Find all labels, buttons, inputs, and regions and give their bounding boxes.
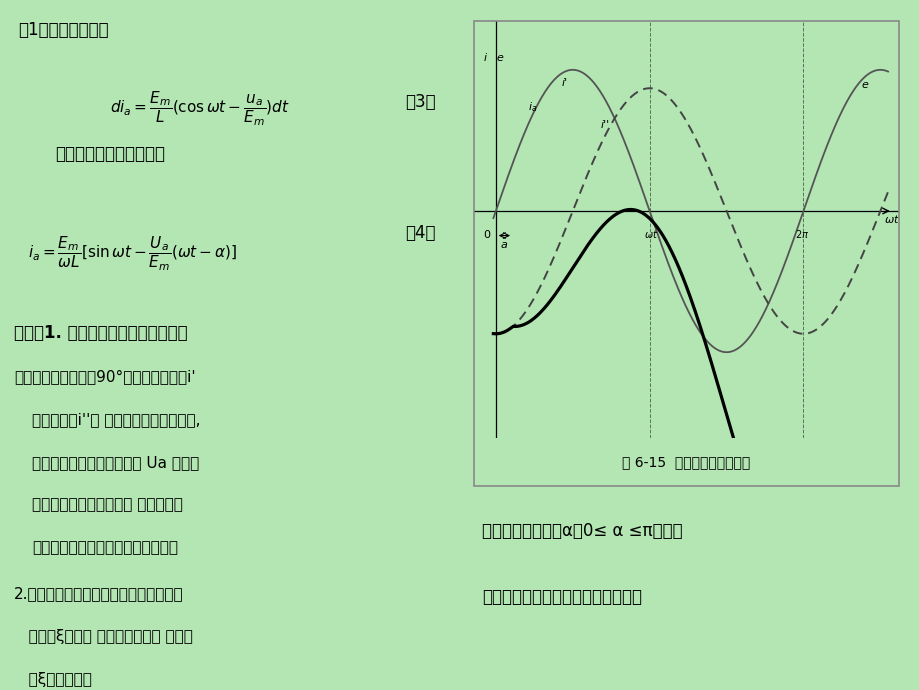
Text: （3）: （3） bbox=[404, 93, 435, 111]
Text: 0: 0 bbox=[483, 230, 490, 240]
Text: 图 6-15  电弧电流的变化曲线: 图 6-15 电弧电流的变化曲线 bbox=[621, 455, 750, 469]
Text: 流波形的畚变也越大（波形陋峨）。: 流波形的畚变也越大（波形陋峨）。 bbox=[32, 540, 178, 555]
Text: 角ξ也就越大。: 角ξ也就越大。 bbox=[14, 672, 92, 687]
Text: 对上式在正半周内积分：: 对上式在正半周内积分： bbox=[55, 145, 165, 163]
Text: e: e bbox=[861, 80, 868, 90]
Text: 讨论：起弧相位角α（0≤ α ≤π）的大: 讨论：起弧相位角α（0≤ α ≤π）的大 bbox=[482, 522, 682, 540]
Text: 则这一电流分量也越大， 对回路中电: 则这一电流分量也越大， 对回路中电 bbox=[32, 497, 183, 513]
Text: e: e bbox=[496, 53, 503, 63]
Text: 零点早ξ角度， 电弧电压越大， 该提前: 零点早ξ角度， 电弧电压越大， 该提前 bbox=[14, 629, 192, 644]
Text: $\omega t$: $\omega t$ bbox=[883, 213, 900, 226]
Text: 第一项是滞后于电厉90°的正弦电流分量i': 第一项是滞后于电厉90°的正弦电流分量i' bbox=[14, 369, 195, 384]
Text: 这一项随时间而线性增大， Ua 越大，: 这一项随时间而线性增大， Ua 越大， bbox=[32, 455, 199, 470]
Text: ，第二项是i''， 由电弧电压的影响所致,: ，第二项是i''， 由电弧电压的影响所致, bbox=[32, 412, 200, 427]
Text: $i_a$: $i_a$ bbox=[528, 100, 537, 114]
Text: 可见：1. 电弧电流由两个分量组成：: 可见：1. 电弧电流由两个分量组成： bbox=[14, 324, 187, 342]
Text: i'': i'' bbox=[600, 119, 609, 130]
Text: （1）式可改写为：: （1）式可改写为： bbox=[18, 21, 109, 39]
Text: $2\pi$: $2\pi$ bbox=[794, 228, 808, 240]
Text: i': i' bbox=[562, 78, 567, 88]
Text: a: a bbox=[500, 240, 506, 250]
Text: 2.电弧电流的过零点比正弦电流的自然过: 2.电弧电流的过零点比正弦电流的自然过 bbox=[14, 586, 183, 602]
Text: i: i bbox=[483, 53, 486, 63]
Text: （4）: （4） bbox=[404, 224, 435, 242]
Text: 小对电流波形过零前后的影响如何？: 小对电流波形过零前后的影响如何？ bbox=[482, 588, 641, 606]
Text: $i_a = \dfrac{E_m}{\omega L}[\sin \omega t - \dfrac{U_a}{E_m}(\omega t - \alpha): $i_a = \dfrac{E_m}{\omega L}[\sin \omega… bbox=[28, 235, 237, 273]
Text: $di_a = \dfrac{E_m}{L}(\cos \omega t - \dfrac{u_a}{E_m})dt$: $di_a = \dfrac{E_m}{L}(\cos \omega t - \… bbox=[110, 90, 290, 128]
Text: $\omega t$: $\omega t$ bbox=[643, 228, 657, 240]
